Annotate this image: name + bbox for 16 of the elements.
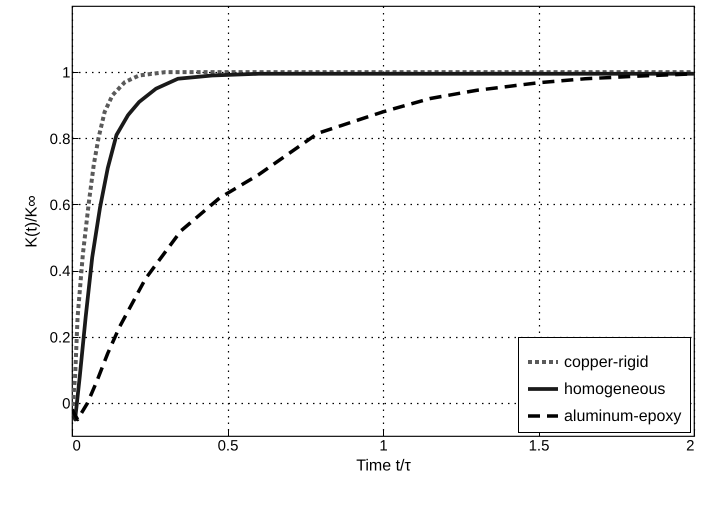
x-tick-label: 1 xyxy=(379,438,388,454)
y-tick-label: 1 xyxy=(62,64,70,82)
y-tick-label: 0.6 xyxy=(50,196,70,214)
x-axis-title: Time t/τ xyxy=(356,458,412,474)
y-tick-label: 0 xyxy=(62,395,70,412)
y-tick-label: 0.4 xyxy=(50,263,70,280)
y-tick-label: 0.2 xyxy=(50,329,70,346)
legend-label: copper-rigid xyxy=(564,354,648,371)
x-tick-label: 2 xyxy=(686,438,694,454)
x-tick-label: 1.5 xyxy=(528,438,550,454)
x-tick-label: 0 xyxy=(72,438,81,454)
y-tick-label: 0.8 xyxy=(50,130,70,148)
x-tick-label: 0.5 xyxy=(218,438,238,454)
legend-label: aluminum-epoxy xyxy=(564,408,682,425)
y-axis-title: K(t)/K∞ xyxy=(24,195,41,248)
legend-label: homogeneous xyxy=(564,381,666,398)
